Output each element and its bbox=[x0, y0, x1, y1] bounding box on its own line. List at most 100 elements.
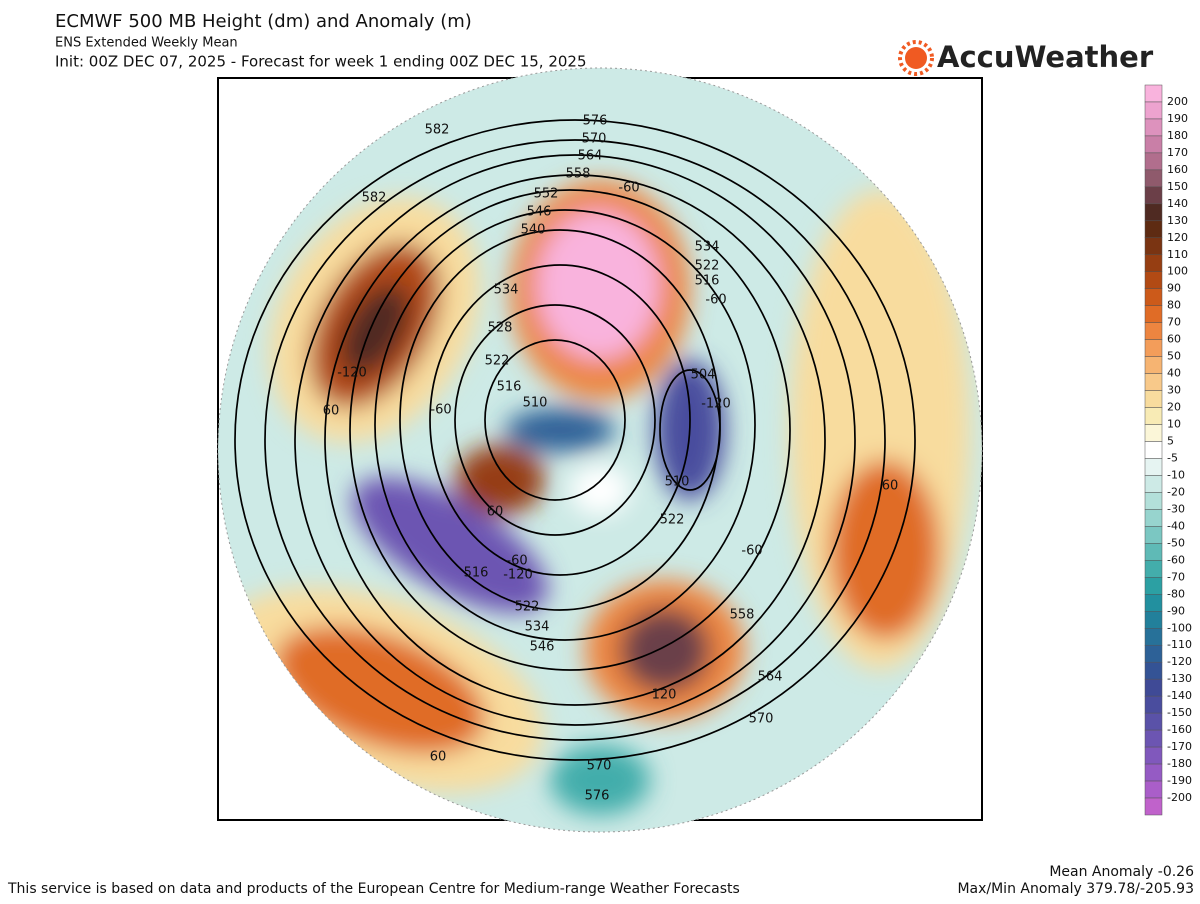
colorbar-swatch bbox=[1144, 763, 1163, 782]
contour-label: 558 bbox=[730, 608, 755, 623]
colorbar-swatch bbox=[1144, 644, 1163, 663]
colorbar-label: 50 bbox=[1167, 350, 1181, 363]
contour-label: 510 bbox=[665, 475, 690, 490]
credit: This service is based on data and produc… bbox=[7, 881, 740, 897]
colorbar-swatch bbox=[1144, 135, 1163, 154]
colorbar-label: -5 bbox=[1167, 451, 1178, 464]
contour-label: 546 bbox=[527, 205, 552, 220]
colorbar-swatch bbox=[1144, 560, 1163, 578]
contour-label: 522 bbox=[485, 354, 510, 369]
colorbar-swatch bbox=[1144, 475, 1163, 493]
subtitle: ENS Extended Weekly Mean bbox=[55, 36, 238, 51]
contour-label: 576 bbox=[583, 114, 608, 129]
contour-label: -120 bbox=[337, 366, 367, 381]
colorbar-swatch bbox=[1144, 322, 1163, 340]
colorbar-label: -160 bbox=[1167, 723, 1192, 736]
contour-label: 564 bbox=[578, 149, 603, 164]
contour-label: 120 bbox=[652, 688, 677, 703]
colorbar: 200 190 180 170 160 150 140 130 120 110 100 90 80 70 6… bbox=[1144, 84, 1192, 816]
logo-sun bbox=[898, 40, 934, 76]
colorbar-swatch bbox=[1144, 729, 1163, 748]
colorbar-label: 30 bbox=[1167, 384, 1181, 397]
contour-label: 570 bbox=[587, 759, 612, 774]
colorbar-label: -70 bbox=[1167, 570, 1185, 583]
colorbar-swatch bbox=[1144, 169, 1163, 188]
contour-label: 522 bbox=[660, 513, 685, 528]
colorbar-swatch bbox=[1144, 577, 1163, 595]
colorbar-label: -80 bbox=[1167, 587, 1185, 600]
contour-label: -120 bbox=[503, 568, 533, 583]
colorbar-label: -140 bbox=[1167, 689, 1192, 702]
contour-label: -120 bbox=[701, 397, 731, 412]
colorbar-swatch bbox=[1144, 661, 1163, 680]
colorbar-swatch bbox=[1144, 695, 1163, 714]
colorbar-label: -20 bbox=[1167, 485, 1185, 498]
colorbar-swatch bbox=[1144, 339, 1163, 357]
colorbar-label: 5 bbox=[1167, 435, 1174, 448]
colorbar-swatch bbox=[1144, 611, 1163, 629]
height-contours bbox=[234, 119, 916, 761]
map-edge bbox=[217, 67, 983, 833]
colorbar-label: 180 bbox=[1167, 129, 1188, 142]
contour-label: 60 bbox=[882, 479, 899, 494]
colorbar-label: -30 bbox=[1167, 502, 1185, 515]
colorbar-label: 60 bbox=[1167, 333, 1181, 346]
colorbar-label: 20 bbox=[1167, 401, 1181, 414]
colorbar-swatch bbox=[1144, 373, 1163, 391]
contour-label: 570 bbox=[582, 132, 607, 147]
contour-label: 540 bbox=[521, 223, 546, 238]
colorbar-label: 90 bbox=[1167, 282, 1181, 295]
contour-label: -60 bbox=[618, 181, 639, 196]
contour-label: 564 bbox=[758, 670, 783, 685]
colorbar-label: 120 bbox=[1167, 231, 1188, 244]
colorbar-label: 130 bbox=[1167, 214, 1188, 227]
colorbar-swatch bbox=[1144, 543, 1163, 561]
mean-anomaly: Mean Anomaly -0.26 bbox=[1049, 864, 1194, 880]
colorbar-label: 140 bbox=[1167, 197, 1188, 210]
colorbar-swatch bbox=[1144, 203, 1163, 222]
colorbar-label: 190 bbox=[1167, 112, 1188, 125]
colorbar-swatch bbox=[1144, 101, 1163, 120]
colorbar-label: -90 bbox=[1167, 604, 1185, 617]
colorbar-swatch bbox=[1144, 526, 1163, 544]
colorbar-label: -50 bbox=[1167, 536, 1185, 549]
colorbar-swatch bbox=[1144, 288, 1163, 306]
contour-label: 534 bbox=[525, 620, 550, 635]
colorbar-swatch bbox=[1144, 356, 1163, 374]
colorbar-label: 150 bbox=[1167, 180, 1188, 193]
contour-label: 534 bbox=[494, 283, 519, 298]
anomaly-field bbox=[218, 68, 982, 832]
colorbar-swatch bbox=[1144, 509, 1163, 527]
colorbar-swatch bbox=[1144, 305, 1163, 323]
colorbar-label: 170 bbox=[1167, 146, 1188, 159]
colorbar-label: -150 bbox=[1167, 706, 1192, 719]
colorbar-swatch bbox=[1144, 152, 1163, 171]
colorbar-label: -200 bbox=[1167, 791, 1192, 804]
colorbar-swatch bbox=[1144, 84, 1163, 103]
colorbar-label: 100 bbox=[1167, 265, 1188, 278]
contour-label: -60 bbox=[705, 293, 726, 308]
colorbar-label: 110 bbox=[1167, 248, 1188, 261]
colorbar-swatch bbox=[1144, 237, 1163, 256]
colorbar-swatch bbox=[1144, 678, 1163, 697]
logo-text: AccuWeather bbox=[937, 40, 1154, 74]
contour-label: 60 bbox=[323, 404, 340, 419]
contour-label: 582 bbox=[425, 123, 450, 138]
contour-label: 552 bbox=[534, 187, 559, 202]
colorbar-label: -40 bbox=[1167, 519, 1185, 532]
colorbar-label: 200 bbox=[1167, 95, 1188, 108]
contour-label: -60 bbox=[506, 554, 527, 569]
colorbar-label: 70 bbox=[1167, 316, 1181, 329]
colorbar-swatch bbox=[1144, 118, 1163, 137]
contour-label: -60 bbox=[741, 544, 762, 559]
colorbar-label: -190 bbox=[1167, 774, 1192, 787]
colorbar-swatch bbox=[1144, 712, 1163, 731]
contour-label: 528 bbox=[488, 321, 513, 336]
colorbar-swatch bbox=[1144, 390, 1163, 408]
colorbar-swatch bbox=[1144, 746, 1163, 765]
contour-label: 570 bbox=[749, 712, 774, 727]
colorbar-label: -100 bbox=[1167, 621, 1192, 634]
colorbar-swatch bbox=[1144, 458, 1163, 476]
contour-label: 546 bbox=[530, 640, 555, 655]
